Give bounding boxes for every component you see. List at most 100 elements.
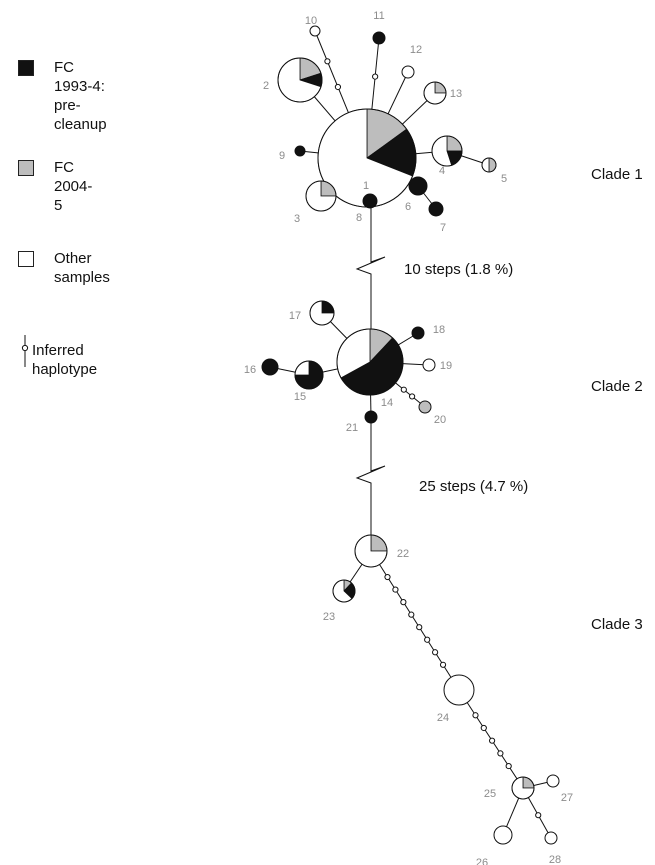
haplotype-label-14: 14 (381, 397, 393, 409)
node-fill (545, 832, 557, 844)
haplotype-label-19: 19 (440, 360, 452, 372)
inferred-haplotype (497, 750, 504, 757)
haplotype-node-20 (418, 400, 432, 414)
node-outline (309, 25, 321, 37)
node-fill (494, 826, 512, 844)
haplotype-node-4 (431, 135, 463, 167)
node-fill (409, 177, 427, 195)
node-outline (332, 579, 356, 603)
haplotype-node-5 (481, 157, 497, 173)
haplotype-node-28 (544, 831, 558, 845)
haplotype-label-27: 27 (561, 792, 573, 804)
node-fill (412, 327, 424, 339)
node-outline (423, 81, 447, 105)
node-outline (443, 674, 475, 706)
pie-slice-other (481, 157, 490, 173)
haplotype-node-8 (362, 193, 378, 209)
haplotype-label-26: 26 (476, 857, 488, 865)
node-outline (261, 358, 279, 376)
inferred-haplotype (432, 649, 439, 656)
haplotype-node-3 (305, 180, 337, 212)
haplotype-node-10 (309, 25, 321, 37)
inferred-haplotype (505, 762, 512, 770)
inferred-haplotype (480, 724, 487, 732)
node-outline (362, 193, 378, 209)
legend-swatch-fc2004 (18, 160, 34, 176)
legend-swatch-fc1993 (18, 60, 34, 76)
haplotype-label-22: 22 (397, 548, 409, 560)
haplotype-label-5: 5 (501, 173, 507, 185)
pie-slice-fc2004 (488, 157, 497, 173)
haplotype-label-7: 7 (440, 222, 446, 234)
node-fill (295, 146, 305, 156)
inferred-haplotype (416, 624, 423, 631)
inferred-haplotype (408, 611, 415, 618)
node-outline (372, 31, 386, 45)
haplotype-label-15: 15 (294, 391, 306, 403)
node-outline (354, 534, 388, 568)
legend-swatch-other (18, 251, 34, 267)
inferred-haplotype (488, 737, 496, 744)
legend-label-inferred: Inferred haplotype (32, 342, 98, 378)
haplotype-node-15 (294, 360, 324, 390)
inferred-haplotype (472, 712, 479, 719)
haplotype-node-19 (422, 358, 436, 372)
inferred-haplotype-icon (21, 335, 29, 367)
inferred-haplotype (535, 812, 542, 819)
node-fill (262, 359, 278, 375)
haplotype-label-3: 3 (294, 213, 300, 225)
clade-2-label: Clade 2 (591, 378, 643, 395)
node-outline (418, 400, 432, 414)
node-fill (402, 66, 414, 78)
node-outline (364, 410, 378, 424)
node-outline (401, 65, 415, 79)
gap-connector-clade1-clade2 (355, 208, 386, 329)
haplotype-label-21: 21 (346, 422, 358, 434)
haplotype-node-17 (309, 300, 335, 326)
node-outline (309, 300, 335, 326)
node-fill (547, 775, 559, 787)
node-fill (310, 26, 320, 36)
node-outline (277, 57, 323, 103)
haplotype-node-12 (401, 65, 415, 79)
node-outline (422, 358, 436, 372)
node-outline (336, 328, 404, 396)
inferred-haplotype (324, 58, 331, 65)
haplotype-node-27 (546, 774, 560, 788)
node-outline (428, 201, 444, 217)
haplotype-node-22 (354, 534, 388, 568)
inferred-haplotype (408, 393, 416, 400)
haplotype-label-1: 1 (363, 180, 369, 192)
haplotype-node-7 (428, 201, 444, 217)
haplotype-label-4: 4 (439, 165, 445, 177)
haplotype-node-9 (294, 145, 306, 157)
node-fill (429, 202, 443, 216)
node-outline (546, 774, 560, 788)
haplotype-label-25: 25 (484, 788, 496, 800)
node-outline (305, 180, 337, 212)
haplotype-node-23 (332, 579, 356, 603)
node-fill (423, 359, 435, 371)
gap-connector-clade2-clade3 (355, 423, 386, 535)
haplotype-label-28: 28 (549, 854, 561, 865)
haplotype-node-24 (443, 674, 475, 706)
node-outline (511, 776, 535, 800)
haplotype-node-2 (277, 57, 323, 103)
node-fill (444, 675, 474, 705)
haplotype-label-2: 2 (263, 80, 269, 92)
node-fill (373, 32, 385, 44)
inferred-haplotype (439, 661, 447, 668)
node-outline (408, 176, 428, 196)
haplotype-label-17: 17 (289, 310, 301, 322)
gap-label-clade2-clade3: 25 steps (4.7 %) (419, 478, 529, 495)
haplotype-label-18: 18 (433, 324, 445, 336)
haplotype-node-25 (511, 776, 535, 800)
inferred-haplotype (384, 573, 391, 581)
haplotype-label-13: 13 (450, 88, 462, 100)
inferred-haplotype (400, 386, 407, 393)
haplotype-node-18 (411, 326, 425, 340)
haplotype-node-21 (364, 410, 378, 424)
haplotype-label-23: 23 (323, 611, 335, 623)
haplotype-label-20: 20 (434, 414, 446, 426)
